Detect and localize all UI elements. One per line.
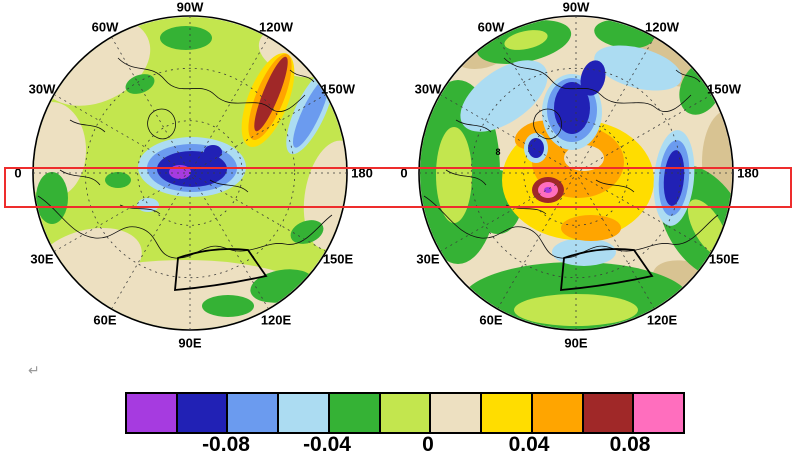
colorbar-tick-label: 0 [422, 433, 434, 456]
lon-label-90e: 90E [564, 335, 588, 351]
lon-label-0: 0 [14, 165, 22, 181]
lon-label-60e: 60E [93, 312, 117, 328]
lon-label-120w: 120W [259, 19, 293, 35]
colorbar-cell [327, 394, 379, 432]
colorbar-tick-label: -0.08 [202, 433, 250, 456]
colorbar-cell [581, 394, 633, 432]
colorbar-cell [632, 394, 684, 432]
lon-label-150w: 150W [321, 81, 355, 97]
lon-label-30w: 30W [28, 81, 56, 97]
colorbar-tick-label: 0.08 [609, 433, 651, 456]
map-fill-left [34, 17, 346, 329]
colorbar-tick-label: -0.04 [303, 433, 351, 456]
colorbar-cell [127, 394, 176, 432]
polar-map-left [32, 15, 348, 331]
map-panel-right: 8 90W 120W 150W 180 150E 120E 90E 60E 30… [386, 0, 766, 352]
lon-label-0: 0 [400, 165, 408, 181]
corner-glyph: ↵ [28, 362, 40, 378]
colorbar-tick-label: 0.04 [508, 433, 550, 456]
lon-label-60w: 60W [477, 19, 505, 35]
colorbar-cell [277, 394, 328, 432]
lon-label-150e: 150E [708, 251, 740, 267]
colorbar-cell [429, 394, 481, 432]
lon-label-90w: 90W [176, 0, 204, 15]
map-panel-left: 90W 120W 150W 180 150E 120E 90E 60E 30E … [0, 0, 380, 352]
colorbar-cell [480, 394, 531, 432]
lon-label-30e: 30E [416, 251, 440, 267]
lon-label-60e: 60E [479, 312, 503, 328]
polar-map-right [418, 15, 734, 331]
lon-label-150w: 150W [707, 81, 741, 97]
lon-label-90e: 90E [178, 335, 202, 351]
lon-label-120e: 120E [646, 312, 678, 328]
lon-label-120e: 120E [260, 312, 292, 328]
colorbar-cell [226, 394, 278, 432]
colorbar-cell [175, 394, 227, 432]
contour-label: 8 [495, 147, 501, 157]
colorbar-cell [378, 394, 430, 432]
lon-label-60w: 60W [91, 19, 119, 35]
lon-label-150e: 150E [322, 251, 354, 267]
highlight-rectangle [4, 167, 792, 208]
lon-label-30e: 30E [30, 251, 54, 267]
lon-label-120w: 120W [645, 19, 679, 35]
lon-label-90w: 90W [562, 0, 590, 15]
colorbar-cell [530, 394, 582, 432]
lon-label-180: 180 [737, 165, 759, 181]
colorbar [125, 392, 685, 434]
lon-label-30w: 30W [414, 81, 442, 97]
lon-label-180: 180 [351, 165, 373, 181]
